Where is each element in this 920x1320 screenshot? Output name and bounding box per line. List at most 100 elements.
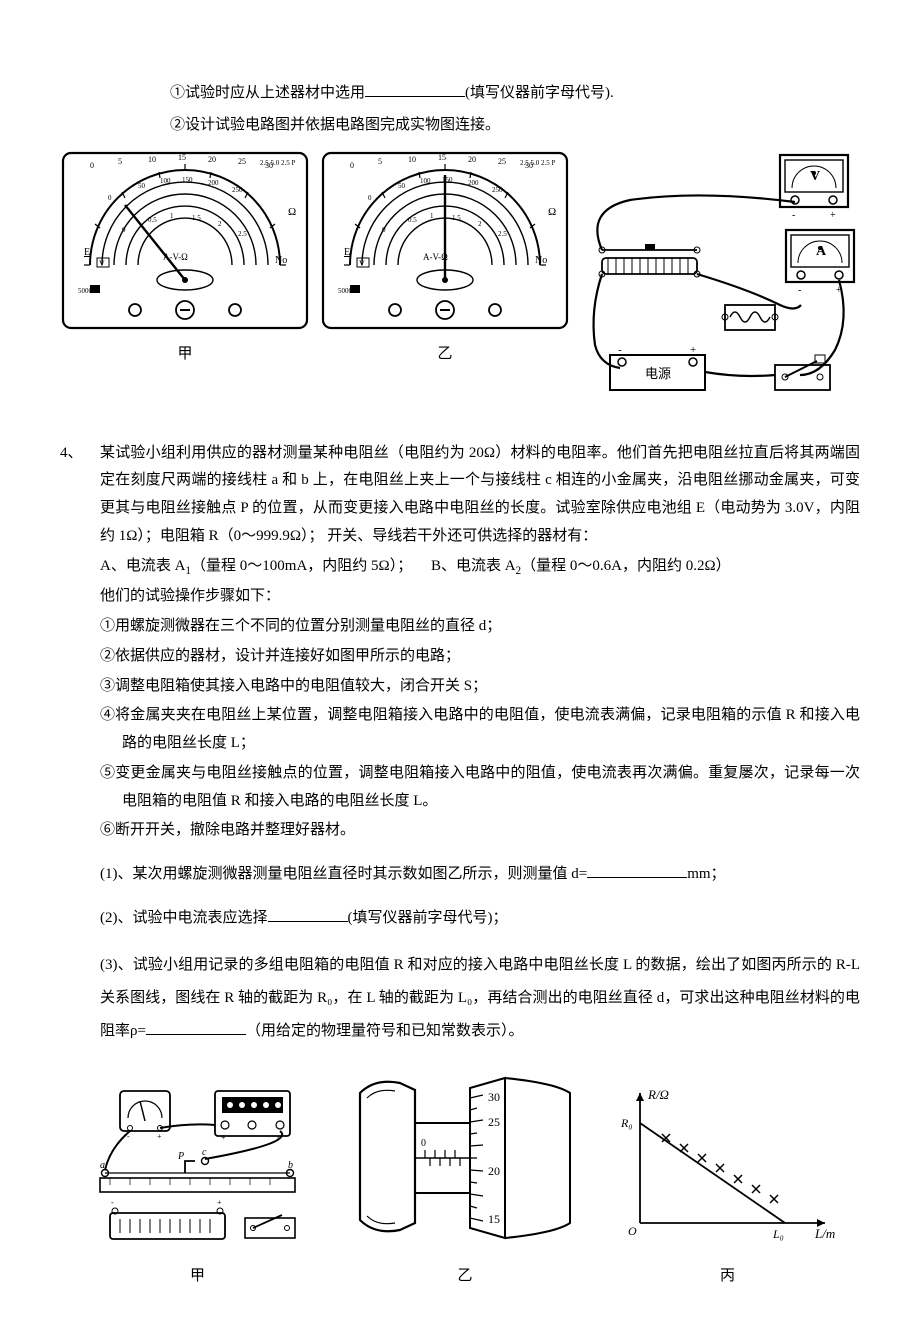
fig-bing-label: 丙	[720, 1263, 735, 1291]
svg-text:1.5: 1.5	[192, 214, 201, 222]
svg-text:-: -	[618, 344, 622, 356]
svg-text:20: 20	[208, 155, 216, 164]
svg-text:No: No	[535, 255, 547, 266]
svg-text:5: 5	[118, 157, 122, 166]
svg-text:0.5: 0.5	[408, 216, 417, 224]
svg-text:V: V	[99, 259, 105, 268]
svg-text:2.5: 2.5	[498, 230, 507, 238]
q4-step1: ①用螺旋测微器在三个不同的位置分别测量电阻丝的直径 d；	[100, 613, 860, 641]
svg-text:+: +	[217, 1198, 222, 1207]
blank-equipment	[365, 82, 465, 97]
svg-text:V: V	[810, 169, 820, 184]
circuit-diagram: V - + A - +	[580, 150, 860, 400]
figure-row-1: 0 510 1520 2530 050 100150 200250 00.5 1…	[60, 150, 860, 400]
graph-r0: R₀	[620, 1116, 633, 1130]
svg-text:-: -	[111, 1198, 114, 1207]
svg-text:2.5 5.0 2.5 P: 2.5 5.0 2.5 P	[520, 159, 556, 167]
svg-text:E: E	[344, 247, 350, 258]
svg-text:Ω: Ω	[548, 206, 556, 218]
svg-text:0.5: 0.5	[148, 216, 157, 224]
q3-sub2-text: ②设计试验电路图并依据电路图完成实物图连接。	[170, 117, 500, 133]
svg-text:250: 250	[492, 186, 503, 194]
q4-sub2: (2)、试验中电流表应选择(填写仪器前字母代号)；	[100, 905, 860, 933]
svg-text:1.5: 1.5	[452, 214, 461, 222]
q3-sub2: ②设计试验电路图并依据电路图完成实物图连接。	[60, 112, 860, 140]
svg-text:100: 100	[420, 177, 431, 185]
fig-yi-label: 乙	[457, 1263, 472, 1291]
fig-jia: - + +- a b	[80, 1083, 315, 1291]
fig-bing-svg: R/Ω L/m O R₀ L₀	[615, 1083, 840, 1253]
mm-tick-30: 30	[488, 1090, 500, 1104]
q4-step2: ②依据供应的器材，设计并连接好如图甲所示的电路；	[100, 643, 860, 671]
fig-yi: 0 30 25 20 15 乙	[355, 1068, 575, 1291]
q4-number: 4、	[60, 440, 100, 1050]
q4-step6: ⑥断开开关，撤除电路并整理好器材。	[100, 817, 860, 845]
svg-text:0: 0	[382, 226, 386, 234]
svg-text:-: -	[792, 210, 795, 221]
svg-text:25: 25	[238, 157, 246, 166]
svg-text:250: 250	[232, 186, 243, 194]
meter-outer-0: 0	[90, 161, 94, 170]
meter-ohm: Ω	[288, 206, 296, 218]
blank-rho	[146, 1020, 246, 1035]
svg-text:+: +	[830, 210, 836, 221]
svg-text:V: V	[359, 259, 365, 268]
fig-jia-svg: - + +- a b	[80, 1083, 315, 1253]
q4-para2: A、电流表 A1（量程 0～100mA，内阻约 5Ω）； B、电流表 A2（量程…	[100, 553, 860, 582]
mm-tick-25: 25	[488, 1115, 500, 1129]
graph-origin: O	[628, 1224, 637, 1238]
svg-text:0: 0	[350, 161, 354, 170]
svg-text:P: P	[177, 1151, 184, 1162]
svg-text:0: 0	[368, 194, 372, 202]
q4-sub1: (1)、某次用螺旋测微器测量电阻丝直径时其示数如图乙所示，则测量值 d=mm；	[100, 861, 860, 889]
svg-text:20: 20	[468, 155, 476, 164]
svg-text:+: +	[690, 344, 696, 356]
fig-yi-svg: 0 30 25 20 15	[355, 1068, 575, 1253]
svg-text:A: A	[816, 244, 827, 259]
svg-text:b: b	[288, 1160, 293, 1171]
fig-bing: R/Ω L/m O R₀ L₀ 丙	[615, 1083, 840, 1291]
circuit-svg: V - + A - +	[580, 150, 860, 400]
graph-xlabel: L/m	[814, 1226, 835, 1241]
svg-text:150: 150	[442, 176, 453, 184]
meter-jia-label: 甲	[177, 341, 192, 369]
svg-text:15: 15	[178, 153, 186, 162]
svg-text:200: 200	[468, 179, 479, 187]
micrometer-zero: 0	[421, 1138, 426, 1149]
svg-text:2: 2	[478, 220, 482, 228]
fig-jia-label: 甲	[190, 1263, 205, 1291]
q3-sub1-text-b: (填写仪器前字母代号).	[465, 85, 614, 101]
svg-text:1: 1	[170, 212, 174, 220]
meter-jia: 0 510 1520 2530 050 100150 200250 00.5 1…	[60, 150, 310, 369]
q4-sub3: (3)、试验小组用记录的多组电阻箱的电阻值 R 和对应的接入电路中电阻丝长度 L…	[100, 949, 860, 1048]
meter-no: No	[275, 255, 287, 266]
svg-text:50: 50	[138, 182, 146, 190]
q4-step3: ③调整电阻箱使其接入电路中的电阻值较大，闭合开关 S；	[100, 673, 860, 701]
q4-para1: 某试验小组利用供应的器材测量某种电阻丝（电阻约为 20Ω）材料的电阻率。他们首先…	[100, 440, 860, 551]
meter-corner: 2.5 5.0 2.5 P	[260, 159, 296, 167]
svg-text:2: 2	[218, 220, 222, 228]
svg-text:5: 5	[378, 157, 382, 166]
blank-d	[587, 863, 687, 878]
graph-ylabel: R/Ω	[647, 1087, 669, 1102]
svg-text:100: 100	[160, 177, 171, 185]
svg-text:+: +	[221, 1133, 226, 1142]
svg-text:0: 0	[108, 194, 112, 202]
label-source: 电源	[645, 366, 671, 381]
question-4: 4、 某试验小组利用供应的器材测量某种电阻丝（电阻约为 20Ω）材料的电阻率。他…	[60, 440, 860, 1050]
svg-text:50: 50	[398, 182, 406, 190]
svg-text:150: 150	[182, 176, 193, 184]
svg-text:10: 10	[148, 155, 156, 164]
svg-text:+: +	[157, 1132, 162, 1141]
blank-ammeter	[268, 907, 348, 922]
mm-tick-20: 20	[488, 1164, 500, 1178]
svg-text:200: 200	[208, 179, 219, 187]
svg-text:-: -	[798, 285, 801, 296]
svg-text:25: 25	[498, 157, 506, 166]
mm-tick-15: 15	[488, 1212, 500, 1226]
q4-step4: ④将金属夹夹在电阻丝上某位置，调整电阻箱接入电路中的电阻值，使电流表满偏，记录电…	[100, 702, 860, 758]
q4-step5: ⑤变更金属夹与电阻丝接触点的位置，调整电阻箱接入电路中的阻值，使电流表再次满偏。…	[100, 760, 860, 816]
graph-l0: L₀	[772, 1227, 784, 1241]
meter-yi: 05 1015 2025 30 050 100150 200250 00.5 1…	[320, 150, 570, 369]
q3-sub1-text-a: ①试验时应从上述器材中选用	[170, 85, 365, 101]
